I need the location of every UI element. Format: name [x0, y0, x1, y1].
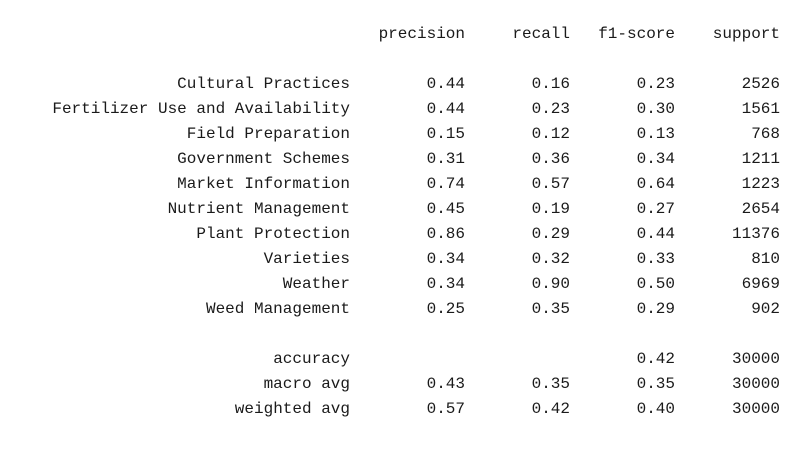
recall-value: 0.32: [531, 250, 570, 268]
class-label: Field Preparation: [186, 125, 350, 143]
class-label: Cultural Practices: [177, 75, 350, 93]
support-value: 2526: [741, 75, 780, 93]
class-label: Nutrient Management: [167, 200, 350, 218]
support-value: 6969: [741, 275, 780, 293]
precision-value: 0.44: [426, 75, 465, 93]
f1-score-value: 0.50: [636, 275, 675, 293]
accuracy-row: accuracy 0.42 30000: [0, 347, 806, 372]
class-label: Government Schemes: [177, 150, 350, 168]
precision-value: 0.25: [426, 300, 465, 318]
weighted-avg-row: weighted avg 0.57 0.42 0.40 30000: [0, 397, 806, 422]
class-row: Weed Management 0.25 0.35 0.29 902: [0, 297, 806, 322]
weighted-avg-label: weighted avg: [234, 400, 350, 418]
class-row: Nutrient Management 0.45 0.19 0.27 2654: [0, 197, 806, 222]
f1-score-value: 0.64: [636, 175, 675, 193]
class-row: Fertilizer Use and Availability 0.44 0.2…: [0, 97, 806, 122]
support-value: 902: [751, 300, 780, 318]
recall-value: 0.90: [531, 275, 570, 293]
macro-avg-support: 30000: [731, 375, 780, 393]
precision-value: 0.31: [426, 150, 465, 168]
f1-score-value: 0.34: [636, 150, 675, 168]
f1-score-value: 0.30: [636, 100, 675, 118]
macro-avg-recall: 0.35: [531, 375, 570, 393]
f1-score-value: 0.29: [636, 300, 675, 318]
precision-value: 0.45: [426, 200, 465, 218]
f1-score-value: 0.33: [636, 250, 675, 268]
class-label: Fertilizer Use and Availability: [52, 100, 350, 118]
support-value: 1223: [741, 175, 780, 193]
accuracy-label: accuracy: [273, 350, 350, 368]
class-row: Plant Protection 0.86 0.29 0.44 11376: [0, 222, 806, 247]
recall-value: 0.29: [531, 225, 570, 243]
header-support: support: [712, 25, 780, 43]
f1-score-value: 0.27: [636, 200, 675, 218]
class-label: Varieties: [263, 250, 350, 268]
support-value: 1211: [741, 150, 780, 168]
class-row: Government Schemes 0.31 0.36 0.34 1211: [0, 147, 806, 172]
support-value: 810: [751, 250, 780, 268]
recall-value: 0.16: [531, 75, 570, 93]
class-row: Weather 0.34 0.90 0.50 6969: [0, 272, 806, 297]
support-value: 768: [751, 125, 780, 143]
f1-score-value: 0.23: [636, 75, 675, 93]
class-label: Weather: [282, 275, 350, 293]
class-label: Market Information: [177, 175, 350, 193]
recall-value: 0.57: [531, 175, 570, 193]
accuracy-f1-score: 0.42: [636, 350, 675, 368]
weighted-avg-precision: 0.57: [426, 400, 465, 418]
weighted-avg-f1-score: 0.40: [636, 400, 675, 418]
support-value: 2654: [741, 200, 780, 218]
recall-value: 0.12: [531, 125, 570, 143]
class-row: Market Information 0.74 0.57 0.64 1223: [0, 172, 806, 197]
support-value: 1561: [741, 100, 780, 118]
header-row: precision recall f1-score support: [0, 22, 806, 47]
header-f1-score: f1-score: [598, 25, 675, 43]
precision-value: 0.86: [426, 225, 465, 243]
precision-value: 0.15: [426, 125, 465, 143]
class-row: Field Preparation 0.15 0.12 0.13 768: [0, 122, 806, 147]
precision-value: 0.74: [426, 175, 465, 193]
precision-value: 0.34: [426, 250, 465, 268]
macro-avg-label: macro avg: [263, 375, 350, 393]
f1-score-value: 0.44: [636, 225, 675, 243]
macro-avg-f1-score: 0.35: [636, 375, 675, 393]
macro-avg-row: macro avg 0.43 0.35 0.35 30000: [0, 372, 806, 397]
header-recall: recall: [512, 25, 570, 43]
class-label: Plant Protection: [196, 225, 350, 243]
recall-value: 0.35: [531, 300, 570, 318]
class-label: Weed Management: [205, 300, 350, 318]
class-row: Cultural Practices 0.44 0.16 0.23 2526: [0, 72, 806, 97]
precision-value: 0.34: [426, 275, 465, 293]
support-value: 11376: [731, 225, 780, 243]
recall-value: 0.23: [531, 100, 570, 118]
weighted-avg-support: 30000: [731, 400, 780, 418]
f1-score-value: 0.13: [636, 125, 675, 143]
macro-avg-precision: 0.43: [426, 375, 465, 393]
recall-value: 0.19: [531, 200, 570, 218]
accuracy-support: 30000: [731, 350, 780, 368]
precision-value: 0.44: [426, 100, 465, 118]
recall-value: 0.36: [531, 150, 570, 168]
header-precision: precision: [378, 25, 465, 43]
class-row: Varieties 0.34 0.32 0.33 810: [0, 247, 806, 272]
weighted-avg-recall: 0.42: [531, 400, 570, 418]
